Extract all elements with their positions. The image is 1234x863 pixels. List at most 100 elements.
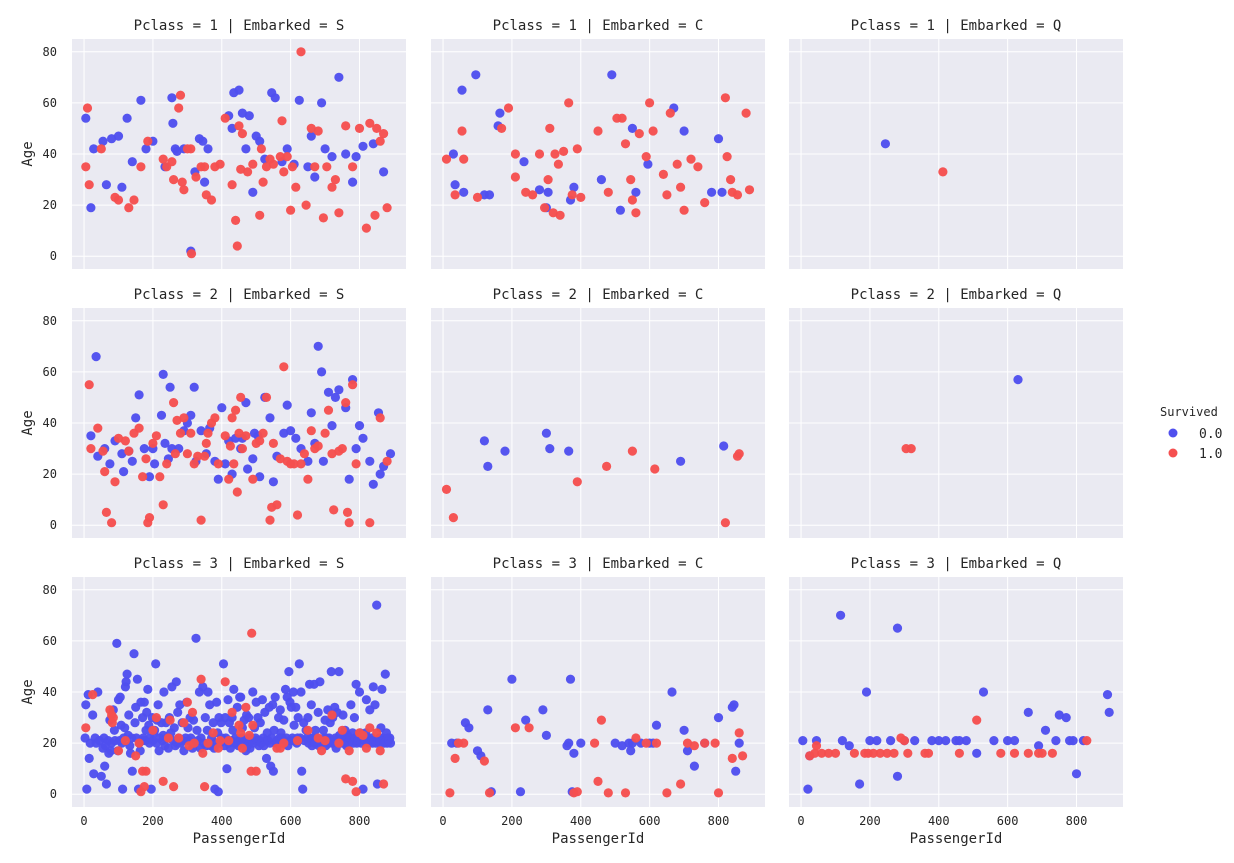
point-survived-0: [1102, 690, 1113, 700]
point-survived-0: [844, 741, 854, 751]
y-tick-label: 80: [43, 314, 57, 328]
point-survived-1: [382, 203, 392, 213]
point-survived-0: [989, 736, 999, 746]
point-survived-1: [358, 730, 368, 741]
point-survived-0: [327, 152, 337, 162]
y-tick-label: 80: [43, 45, 57, 59]
point-survived-0: [203, 687, 213, 697]
point-survived-1: [738, 751, 748, 761]
point-survived-1: [108, 713, 118, 723]
point-survived-1: [224, 474, 234, 484]
point-survived-0: [380, 669, 390, 679]
point-survived-1: [348, 380, 358, 390]
point-survived-1: [203, 738, 213, 748]
point-survived-1: [372, 123, 382, 133]
point-survived-1: [200, 782, 210, 792]
point-survived-0: [205, 700, 215, 710]
point-survived-0: [479, 436, 489, 446]
point-survived-0: [106, 746, 116, 756]
point-survived-1: [923, 748, 934, 758]
point-survived-0: [315, 677, 325, 687]
point-survived-1: [379, 129, 389, 139]
point-survived-0: [158, 369, 168, 379]
point-survived-0: [291, 433, 301, 443]
point-survived-0: [679, 126, 689, 136]
point-survived-0: [719, 441, 729, 451]
point-survived-1: [225, 441, 235, 451]
point-survived-0: [303, 162, 313, 172]
point-survived-0: [519, 157, 529, 167]
point-survived-1: [136, 162, 146, 172]
y-tick-label: 40: [43, 416, 57, 430]
point-survived-1: [510, 149, 520, 159]
point-survived-1: [86, 444, 96, 454]
point-survived-0: [89, 144, 99, 154]
point-survived-1: [1023, 748, 1033, 758]
point-survived-0: [297, 766, 307, 776]
point-survived-0: [798, 736, 808, 746]
point-survived-0: [344, 474, 354, 484]
point-survived-1: [193, 451, 203, 461]
point-survived-1: [503, 103, 514, 113]
point-survived-0: [88, 710, 98, 720]
point-survived-0: [317, 98, 327, 108]
point-survived-1: [292, 510, 303, 520]
point-survived-0: [136, 95, 146, 105]
x-tick-label: 600: [997, 814, 1019, 828]
point-survived-1: [96, 144, 106, 154]
y-axis-label: Age: [20, 141, 36, 166]
point-survived-0: [483, 705, 493, 715]
point-survived-1: [732, 190, 743, 200]
point-survived-1: [510, 172, 520, 182]
point-survived-1: [237, 129, 247, 139]
point-survived-1: [82, 103, 93, 113]
point-survived-1: [365, 723, 375, 733]
x-tick-label: 400: [928, 814, 950, 828]
point-survived-0: [306, 700, 316, 710]
y-tick-label: 60: [43, 96, 57, 110]
point-survived-0: [941, 736, 951, 746]
facet-panel-2: Pclass = 1 | Embarked = C: [431, 18, 765, 269]
point-survived-1: [484, 788, 495, 798]
facet-title: Pclass = 2 | Embarked = C: [493, 287, 704, 303]
point-survived-1: [713, 788, 724, 798]
x-tick-label: 600: [280, 814, 302, 828]
point-survived-0: [282, 400, 292, 410]
point-survived-1: [744, 185, 755, 195]
point-survived-0: [286, 426, 296, 436]
legend-marker-survived-1: [1168, 448, 1178, 458]
point-survived-0: [1009, 736, 1020, 746]
point-survived-0: [306, 131, 316, 141]
point-survived-1: [151, 713, 161, 723]
point-survived-1: [650, 464, 660, 474]
point-survived-1: [320, 428, 330, 438]
x-tick-label: 200: [501, 814, 523, 828]
point-survived-0: [377, 684, 387, 695]
point-survived-0: [334, 72, 344, 82]
point-survived-0: [855, 779, 865, 789]
point-survived-0: [172, 146, 182, 156]
point-survived-1: [327, 449, 337, 459]
legend-marker-survived-0: [1168, 428, 1178, 438]
point-survived-1: [676, 182, 686, 192]
point-survived-1: [327, 182, 337, 192]
point-survived-1: [248, 474, 258, 484]
point-survived-1: [88, 690, 98, 700]
point-survived-0: [196, 426, 206, 436]
point-survived-0: [129, 649, 139, 659]
point-survived-0: [1104, 707, 1114, 718]
point-survived-0: [171, 677, 181, 687]
point-survived-1: [286, 205, 296, 215]
point-survived-1: [648, 126, 658, 136]
point-survived-1: [375, 413, 385, 423]
point-survived-1: [148, 438, 158, 448]
point-survived-1: [215, 736, 225, 746]
point-survived-0: [118, 784, 128, 794]
point-survived-0: [248, 687, 258, 697]
point-survived-1: [479, 756, 489, 766]
point-survived-1: [548, 208, 558, 218]
point-survived-1: [208, 728, 218, 738]
point-survived-0: [330, 392, 340, 402]
point-survived-0: [265, 413, 275, 423]
